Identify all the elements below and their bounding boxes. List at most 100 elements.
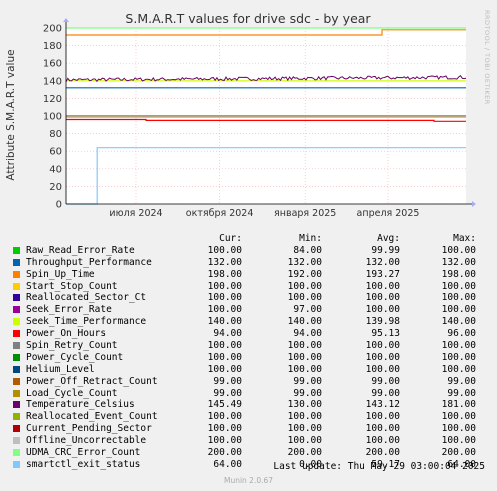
- legend-max: 140.00: [441, 316, 476, 328]
- legend-row: Load_Cycle_Count 99.00 99.00 99.00 99.00: [12, 388, 490, 400]
- x-tick-label: апреля 2025: [357, 208, 420, 219]
- y-tick-label: 60: [49, 147, 62, 158]
- series-line: [65, 74, 467, 83]
- legend-max: 99.00: [447, 387, 476, 399]
- legend-swatch: [13, 353, 20, 361]
- legend-cur: 132.00: [207, 256, 242, 268]
- series-lines: [65, 27, 467, 205]
- y-axis-label: Attribute S.M.A.R.T value: [5, 49, 17, 180]
- legend-row: Start_Stop_Count 100.00 100.00 100.00 100.00: [12, 281, 490, 293]
- legend-max: 100.00: [441, 280, 476, 292]
- legend-series-name: Temperature_Celsius: [26, 399, 135, 411]
- legend-swatch: [13, 270, 20, 278]
- y-tick-label: 0: [56, 200, 62, 211]
- legend-series-name: Raw_Read_Error_Rate: [26, 244, 135, 256]
- legend-swatch: [13, 460, 20, 468]
- legend-avg: 132.00: [365, 256, 400, 268]
- legend-max: 100.00: [441, 363, 476, 375]
- legend-avg: 100.00: [365, 423, 400, 435]
- x-tick-label: октября 2024: [186, 208, 254, 219]
- legend-min: 99.00: [293, 375, 322, 387]
- legend-series-name: Start_Stop_Count: [26, 280, 118, 292]
- legend-series-name: Reallocated_Sector_Ct: [26, 292, 147, 304]
- header-min: Min:: [299, 233, 322, 244]
- legend-min: 100.00: [287, 435, 322, 447]
- legend-swatch: [13, 413, 20, 421]
- legend-avg: 100.00: [365, 435, 400, 447]
- legend-series-name: Power_Off_Retract_Count: [26, 375, 158, 387]
- legend-cur: 99.00: [213, 387, 242, 399]
- legend-max: 100.00: [441, 292, 476, 304]
- legend-max: 198.00: [441, 268, 476, 280]
- legend-row: Seek_Time_Performance 140.00 140.00 139.98 1…: [12, 316, 490, 328]
- rrdtool-watermark: RRDTOOL / TOBI OETIKER: [483, 10, 491, 105]
- legend-cur: 145.49: [207, 399, 242, 411]
- legend-avg: 100.00: [365, 340, 400, 352]
- legend-row: smartctl_exit_status 64.00 0.00 59.17 64.00: [12, 459, 490, 471]
- legend-swatch: [13, 342, 20, 350]
- header-cur: Cur:: [219, 233, 242, 244]
- legend-max: 132.00: [441, 256, 476, 268]
- legend-swatch: [13, 330, 20, 338]
- legend-row: Current_Pending_Sector 100.00 100.00 100.00…: [12, 423, 490, 435]
- legend-min: 132.00: [287, 256, 322, 268]
- legend-min: 192.00: [287, 268, 322, 280]
- y-tick-label: 140: [43, 76, 62, 87]
- legend-min: 100.00: [287, 280, 322, 292]
- legend-cur: 94.00: [213, 328, 242, 340]
- smart-chart: S.M.A.R.T values for drive sdc - by year…: [5, 11, 476, 219]
- legend-cur: 100.00: [207, 280, 242, 292]
- y-tick-label: 180: [43, 41, 62, 52]
- y-tick-label: 120: [43, 94, 62, 105]
- legend-row: Helium_Level 100.00 100.00 100.00 100.00: [12, 364, 490, 376]
- legend-max: 181.00: [441, 399, 476, 411]
- legend-min: 100.00: [287, 340, 322, 352]
- legend-avg: 100.00: [365, 304, 400, 316]
- legend-swatch: [13, 318, 20, 326]
- legend-swatch: [13, 401, 20, 409]
- legend-cur: 100.00: [207, 411, 242, 423]
- y-tick-label: 20: [49, 182, 62, 193]
- legend-min: 100.00: [287, 292, 322, 304]
- legend-series-name: UDMA_CRC_Error_Count: [26, 447, 141, 459]
- legend-swatch: [13, 389, 20, 397]
- legend-row: Offline_Uncorrectable 100.00 100.00 100.00 1…: [12, 435, 490, 447]
- legend-avg: 100.00: [365, 280, 400, 292]
- legend-row: Reallocated_Event_Count 100.00 100.00 100.0…: [12, 411, 490, 423]
- legend-max: 100.00: [441, 340, 476, 352]
- legend-series-name: Seek_Error_Rate: [26, 304, 112, 316]
- legend-avg: 100.00: [365, 363, 400, 375]
- legend-series-name: Helium_Level: [26, 363, 95, 375]
- legend-series-name: Seek_Time_Performance: [26, 316, 147, 328]
- legend-table: Cur: Min: Avg: Max: Raw_Read_Error_Rate 1…: [12, 233, 490, 471]
- axes: [63, 18, 476, 207]
- x-tick-label: июля 2024: [109, 208, 162, 219]
- legend-min: 100.00: [287, 363, 322, 375]
- last-update: Last update: Thu May 29 03:00:04 2025: [273, 461, 485, 472]
- y-tick-label: 200: [43, 24, 62, 35]
- legend-avg: 100.00: [365, 351, 400, 363]
- legend-min: 84.00: [293, 244, 322, 256]
- legend-row: Raw_Read_Error_Rate 100.00 84.00 99.99 100.0…: [12, 245, 490, 257]
- legend-min: 100.00: [287, 411, 322, 423]
- legend-avg: 99.99: [371, 244, 400, 256]
- header-max: Max:: [453, 233, 476, 244]
- legend-avg: 200.00: [365, 447, 400, 459]
- legend-row: Spin_Up_Time 198.00 192.00 193.27 198.00: [12, 269, 490, 281]
- legend-cur: 100.00: [207, 244, 242, 256]
- legend-row: Temperature_Celsius 145.49 130.00 143.12 181…: [12, 399, 490, 411]
- y-axis-arrow: [63, 18, 69, 22]
- legend-cur: 100.00: [207, 423, 242, 435]
- legend-swatch: [13, 377, 20, 385]
- legend-max: 100.00: [441, 411, 476, 423]
- legend-swatch: [13, 437, 20, 445]
- legend-cur: 198.00: [207, 268, 242, 280]
- munin-version: Munin 2.0.67: [223, 476, 274, 485]
- y-tick-label: 160: [43, 59, 62, 70]
- x-axis-arrow: [472, 201, 476, 207]
- legend-cur: 100.00: [207, 292, 242, 304]
- legend-avg: 99.00: [371, 375, 400, 387]
- legend-row: Spin_Retry_Count 100.00 100.00 100.00 100.00: [12, 340, 490, 352]
- legend-series-name: smartctl_exit_status: [26, 458, 141, 470]
- legend-max: 96.00: [447, 328, 476, 340]
